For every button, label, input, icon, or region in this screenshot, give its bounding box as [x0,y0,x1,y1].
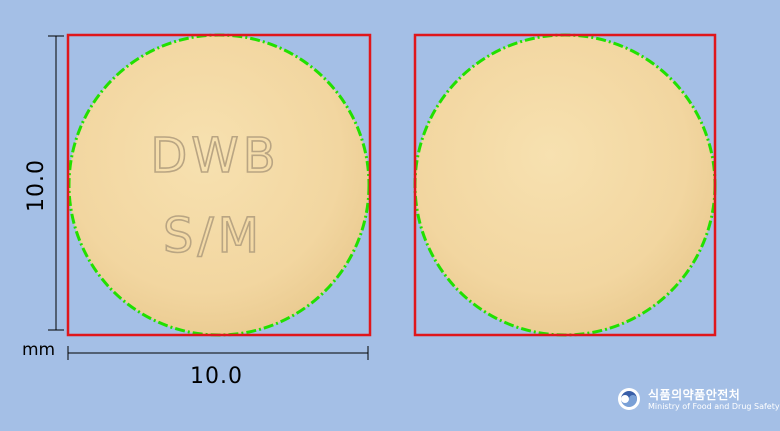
width-label: 10.0 [190,364,243,389]
imprint-line-1: DWB [150,128,279,184]
mfds-logo: 식품의약품안전처 Ministry of Food and Drug Safet… [618,386,780,416]
unit-label: mm [22,340,56,360]
mfds-emblem-icon [618,388,640,410]
vertical-dimension [48,35,64,331]
logo-korean-text: 식품의약품안전처 [648,388,741,402]
bounding-box-back [413,33,717,337]
bounding-box-front [66,33,372,337]
pill-back [413,33,717,337]
horizontal-dimension [67,346,369,360]
pill-front: DWB S/M [66,33,372,337]
logo-english-text: Ministry of Food and Drug Safety [648,402,780,411]
height-label: 10.0 [24,159,49,212]
imprint-line-2: S/M [163,208,263,264]
